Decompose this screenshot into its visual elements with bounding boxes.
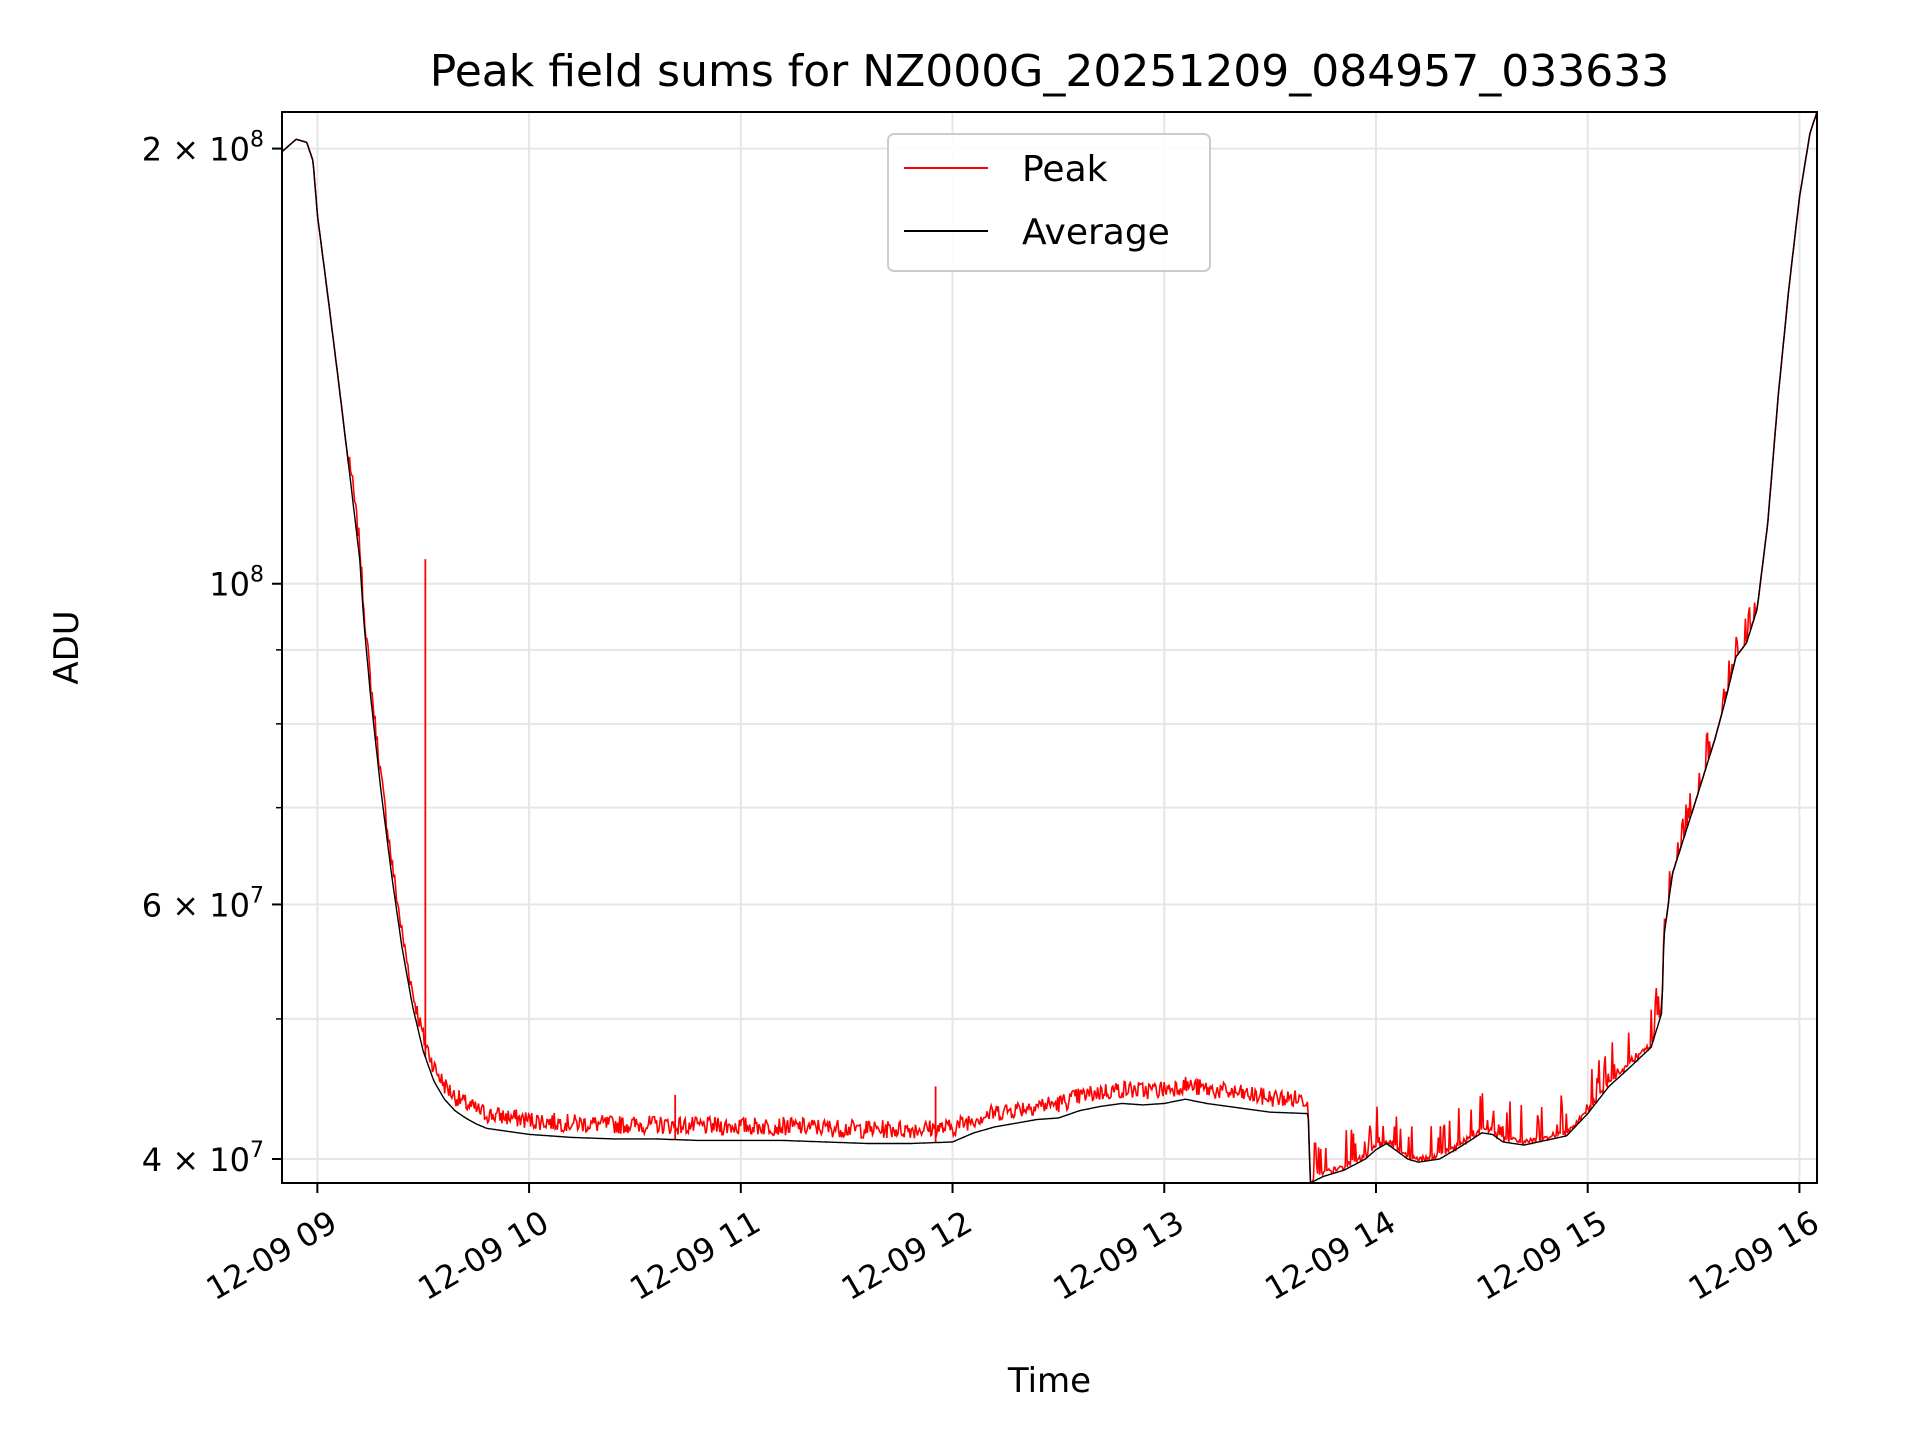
y-tick-label: 2 × 108 xyxy=(142,128,264,169)
x-axis-label: Time xyxy=(1007,1361,1091,1401)
series-line-average xyxy=(281,111,1818,1185)
legend-label-peak: Peak xyxy=(1022,149,1108,190)
y-tick-label: 108 xyxy=(209,563,264,604)
series-line-peak xyxy=(281,111,1818,1185)
chart-title: Peak field sums for NZ000G_20251209_0849… xyxy=(430,46,1669,97)
series-layer xyxy=(281,111,1818,1185)
grid xyxy=(282,112,1817,1183)
y-tick-label: 4 × 107 xyxy=(142,1138,264,1179)
y-axis-label: ADU xyxy=(47,610,87,684)
legend: Peak Average xyxy=(887,133,1211,272)
y-tick-label: 6 × 107 xyxy=(142,883,264,924)
plot-frame xyxy=(281,111,1818,1184)
legend-label-average: Average xyxy=(1022,212,1170,253)
